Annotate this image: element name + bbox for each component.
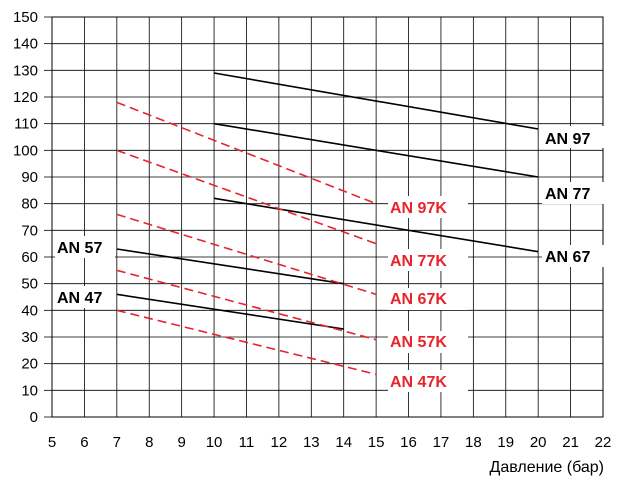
label-an67k: AN 67K bbox=[388, 288, 468, 310]
label-an97: AN 97 bbox=[542, 126, 605, 148]
series-line-an47k bbox=[116, 309, 377, 376]
y-tick-label: 120 bbox=[13, 89, 38, 106]
label-an57-text: AN 57 bbox=[57, 240, 102, 257]
y-tick-label: 60 bbox=[21, 249, 38, 266]
y-tick-label: 10 bbox=[21, 382, 38, 399]
x-tick-label: 10 bbox=[206, 434, 223, 451]
y-tick-label: 100 bbox=[13, 142, 38, 159]
x-tick-label: 12 bbox=[271, 434, 288, 451]
x-tick-label: 20 bbox=[530, 434, 547, 451]
series-line-an77 bbox=[213, 122, 539, 178]
label-an97-text: AN 97 bbox=[545, 131, 590, 148]
x-tick-label: 7 bbox=[113, 434, 121, 451]
plot-frame bbox=[51, 16, 604, 418]
series-lines bbox=[116, 72, 539, 376]
x-tick-label: 18 bbox=[465, 434, 482, 451]
y-tick-label: 140 bbox=[13, 36, 38, 53]
label-an57k: AN 57K bbox=[388, 331, 468, 353]
series-line-an47 bbox=[116, 293, 344, 330]
label-an77: AN 77 bbox=[542, 182, 605, 204]
label-an47k: AN 47K bbox=[388, 370, 468, 392]
x-tick-label: 14 bbox=[335, 434, 352, 451]
x-tick-label: 16 bbox=[400, 434, 417, 451]
label-an67k-text: AN 67K bbox=[390, 291, 447, 308]
x-axis-label: Давление (бар) bbox=[490, 459, 604, 476]
y-tick-label: 20 bbox=[21, 356, 38, 373]
x-tick-label: 21 bbox=[562, 434, 579, 451]
x-tick-label: 15 bbox=[368, 434, 385, 451]
label-an97k-text: AN 97K bbox=[390, 200, 447, 217]
series-line-an67 bbox=[213, 197, 539, 253]
y-tick-label: 50 bbox=[21, 276, 38, 293]
series-line-an57 bbox=[116, 248, 344, 285]
y-tick-label: 90 bbox=[21, 169, 38, 186]
label-an67-text: AN 67 bbox=[545, 249, 590, 266]
x-tick-label: 5 bbox=[48, 434, 56, 451]
series-labels: AN 97 AN 77 AN 67 AN 57 AN 47 AN 97K AN … bbox=[55, 126, 605, 392]
series-line-an57k bbox=[116, 269, 377, 341]
x-tick-label: 19 bbox=[497, 434, 514, 451]
series-line-an97 bbox=[213, 72, 539, 130]
label-an57: AN 57 bbox=[55, 236, 115, 258]
label-an77-text: AN 77 bbox=[545, 186, 590, 203]
label-an97k: AN 97K bbox=[388, 196, 468, 218]
x-tick-label: 6 bbox=[80, 434, 88, 451]
label-an77k-text: AN 77K bbox=[390, 253, 447, 270]
x-tick-label: 8 bbox=[145, 434, 153, 451]
y-tick-label: 110 bbox=[14, 116, 38, 133]
label-an67: AN 67 bbox=[542, 245, 605, 267]
y-tick-label: 0 bbox=[30, 409, 38, 426]
label-an47: AN 47 bbox=[55, 286, 115, 308]
x-tick-label: 17 bbox=[433, 434, 450, 451]
y-tick-label: 130 bbox=[13, 62, 38, 79]
x-tick-label: 9 bbox=[177, 434, 185, 451]
series-line-an97k bbox=[116, 101, 377, 205]
x-tick-label: 11 bbox=[239, 434, 255, 451]
label-an57k-text: AN 57K bbox=[390, 334, 447, 351]
y-tick-label: 30 bbox=[21, 329, 38, 346]
y-tick-label: 150 bbox=[13, 9, 38, 26]
y-tick-label: 80 bbox=[21, 196, 38, 213]
y-tick-label: 70 bbox=[21, 222, 38, 239]
series-line-an67k bbox=[116, 213, 377, 296]
x-tick-label: 22 bbox=[595, 434, 612, 451]
label-an77k: AN 77K bbox=[388, 249, 468, 271]
y-tick-label: 40 bbox=[21, 302, 38, 319]
tick-labels: 5 6 7 8 9 10 11 12 13 14 15 16 17 18 19 20 21 22 0 10 20 30 40… bbox=[13, 9, 611, 451]
label-an47k-text: AN 47K bbox=[390, 374, 447, 391]
x-tick-label: 13 bbox=[303, 434, 320, 451]
label-an47-text: AN 47 bbox=[57, 290, 102, 307]
series-line-an77k bbox=[116, 149, 377, 245]
